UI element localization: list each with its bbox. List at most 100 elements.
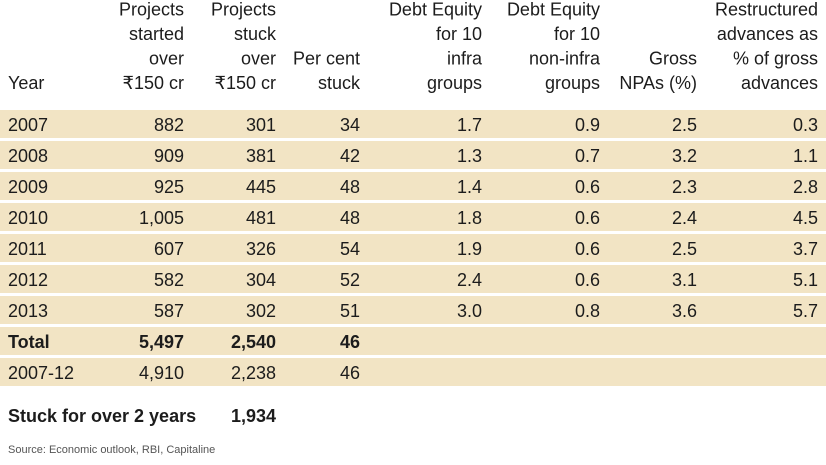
table-cell: 54 xyxy=(340,239,360,259)
footer-label: Stuck for over 2 years xyxy=(8,406,196,426)
table-row: 2012 582 304 52 2.4 0.6 3.1 5.1 xyxy=(0,265,826,293)
table-cell: 2.4 xyxy=(672,208,697,228)
table-row: 2010 1,005 481 48 1.8 0.6 2.4 4.5 xyxy=(0,203,826,231)
table-cell: 3.1 xyxy=(672,270,697,290)
column-header-3-line-3: over xyxy=(241,49,276,69)
row-shading xyxy=(0,203,826,231)
table-cell: 0.9 xyxy=(575,115,600,135)
table-row: 2008 909 381 42 1.3 0.7 3.2 1.1 xyxy=(0,141,826,169)
column-header-4-line-2: stuck xyxy=(318,73,361,93)
column-header-2-line-3: over xyxy=(149,49,184,69)
table-cell: 5,497 xyxy=(139,332,184,352)
table-cell: 0.8 xyxy=(575,301,600,321)
column-header-8-line-1: Restructured xyxy=(715,0,818,20)
table-cell: 1,005 xyxy=(139,208,184,228)
column-header-5-line-4: groups xyxy=(427,73,482,93)
column-header-2-line-1: Projects xyxy=(119,0,184,20)
table-cell: 0.7 xyxy=(575,146,600,166)
table-cell: 46 xyxy=(340,332,360,352)
table-cell: 925 xyxy=(154,177,184,197)
table-cell: 0.6 xyxy=(575,208,600,228)
table-cell: 2.8 xyxy=(793,177,818,197)
table-cell: 2008 xyxy=(8,146,48,166)
table-row: 2009 925 445 48 1.4 0.6 2.3 2.8 xyxy=(0,172,826,200)
column-header-6-line-2: for 10 xyxy=(554,24,600,44)
table-cell: 4.5 xyxy=(793,208,818,228)
table-cell: Total xyxy=(8,332,50,352)
table-cell: 2011 xyxy=(8,239,47,259)
table-cell: 5.7 xyxy=(793,301,818,321)
table-cell: 1.8 xyxy=(457,208,482,228)
table-cell: 2010 xyxy=(8,208,48,228)
source-note: Source: Economic outlook, RBI, Capitalin… xyxy=(8,444,215,456)
table-cell: 0.6 xyxy=(575,177,600,197)
table-cell: 51 xyxy=(340,301,360,321)
table-cell: 1.4 xyxy=(457,177,482,197)
table-row: 2007 882 301 34 1.7 0.9 2.5 0.3 xyxy=(0,110,826,138)
table-cell: 48 xyxy=(340,208,360,228)
table-cell: 2,238 xyxy=(231,363,276,383)
column-header-6-line-1: Debt Equity xyxy=(507,0,600,20)
table-cell: 52 xyxy=(340,270,360,290)
column-header-1-line-1: Year xyxy=(8,73,44,93)
column-header-5-line-1: Debt Equity xyxy=(389,0,482,20)
column-header-4-line-1: Per cent xyxy=(293,49,360,69)
row-shading xyxy=(0,358,826,386)
table-body: 2007 882 301 34 1.7 0.9 2.5 0.3 2008 909 381 42 1.3 0… xyxy=(0,110,826,386)
table-row: 2007-12 4,910 2,238 46 xyxy=(0,358,826,386)
row-shading xyxy=(0,296,826,324)
column-header-6-line-3: non-infra xyxy=(529,49,601,69)
table-cell: 3.2 xyxy=(672,146,697,166)
table-cell: 0.6 xyxy=(575,239,600,259)
column-header-8-line-3: % of gross xyxy=(733,49,818,69)
table-header: Year Projects started over ₹150 cr Projects st… xyxy=(8,0,818,93)
column-header-8-line-4: advances xyxy=(741,73,818,93)
table-cell: 46 xyxy=(340,363,360,383)
table-cell: 2012 xyxy=(8,270,48,290)
table-cell: 326 xyxy=(246,239,276,259)
table-cell: 882 xyxy=(154,115,184,135)
table-cell: 2.4 xyxy=(457,270,482,290)
table-cell: 1.9 xyxy=(457,239,482,259)
table-row: 2011 607 326 54 1.9 0.6 2.5 3.7 xyxy=(0,234,826,262)
row-shading xyxy=(0,265,826,293)
column-header-3-line-1: Projects xyxy=(211,0,276,20)
column-header-2-line-2: started xyxy=(129,24,184,44)
table-cell: 381 xyxy=(246,146,276,166)
column-header-3-line-2: stuck xyxy=(234,24,277,44)
table-cell: 48 xyxy=(340,177,360,197)
table-cell: 302 xyxy=(246,301,276,321)
row-shading xyxy=(0,110,826,138)
column-header-5-line-2: for 10 xyxy=(436,24,482,44)
table-cell: 2.5 xyxy=(672,239,697,259)
row-shading xyxy=(0,234,826,262)
row-shading xyxy=(0,172,826,200)
table-cell: 1.1 xyxy=(793,146,818,166)
table-cell: 304 xyxy=(246,270,276,290)
table-cell: 445 xyxy=(246,177,276,197)
table-cell: 2007 xyxy=(8,115,48,135)
table-cell: 0.3 xyxy=(793,115,818,135)
footer-value: 1,934 xyxy=(231,406,276,426)
table-cell: 3.0 xyxy=(457,301,482,321)
column-header-7-line-1: Gross xyxy=(649,49,697,69)
table-cell: 2.3 xyxy=(672,177,697,197)
table-row: Total 5,497 2,540 46 xyxy=(0,327,826,355)
table-cell: 1.7 xyxy=(457,115,482,135)
column-header-3-line-4: ₹150 cr xyxy=(215,73,276,93)
table-cell: 481 xyxy=(246,208,276,228)
column-header-2-line-4: ₹150 cr xyxy=(123,73,184,93)
table-cell: 607 xyxy=(154,239,184,259)
table-cell: 2,540 xyxy=(231,332,276,352)
table-cell: 2.5 xyxy=(672,115,697,135)
table-cell: 34 xyxy=(340,115,360,135)
table-cell: 2013 xyxy=(8,301,48,321)
table-cell: 0.6 xyxy=(575,270,600,290)
table-row: 2013 587 302 51 3.0 0.8 3.6 5.7 xyxy=(0,296,826,324)
table-cell: 1.3 xyxy=(457,146,482,166)
column-header-7-line-2: NPAs (%) xyxy=(619,73,697,93)
table-cell: 3.7 xyxy=(793,239,818,259)
row-shading xyxy=(0,327,826,355)
table-cell: 2007-12 xyxy=(8,363,74,383)
table-cell: 4,910 xyxy=(139,363,184,383)
